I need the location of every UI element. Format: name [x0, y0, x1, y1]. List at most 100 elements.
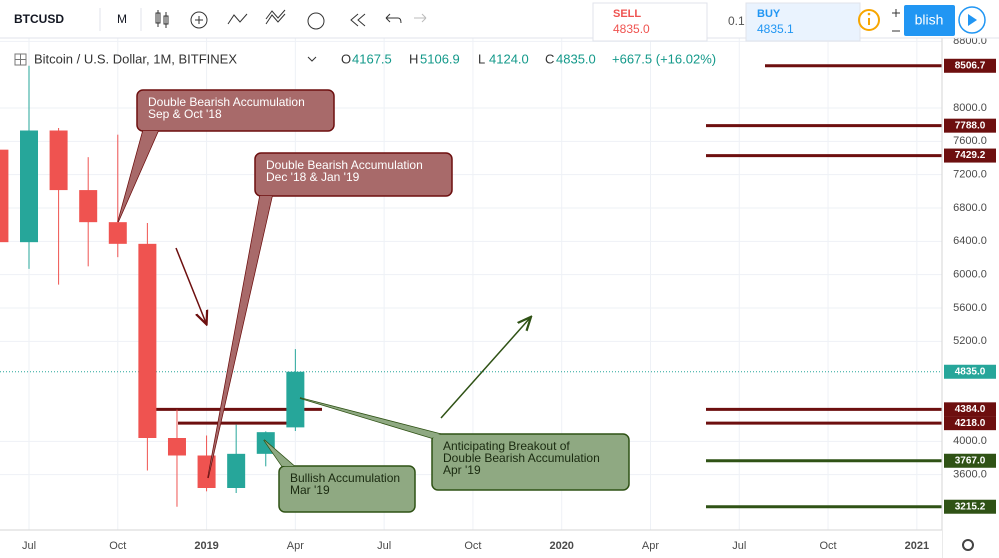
replay-icon[interactable]	[350, 13, 366, 27]
x-tick-label: Jul	[732, 540, 746, 552]
interval[interactable]: M	[117, 12, 127, 26]
chevron[interactable]	[307, 56, 317, 62]
legend-icon[interactable]	[14, 53, 27, 66]
candle-body	[167, 438, 186, 456]
y-tick-label: 5200.0	[953, 335, 987, 347]
info-icon[interactable]	[858, 9, 880, 31]
qty-buttons[interactable]	[892, 9, 900, 32]
level-label-bg	[944, 416, 996, 431]
candle-body	[227, 453, 246, 488]
levels	[0, 64, 942, 509]
sell-box[interactable]	[592, 2, 708, 42]
play-button[interactable]	[958, 6, 986, 34]
ohlc-change: +667.5 (+16.02%)	[612, 51, 716, 66]
callout-text: Bullish Accumulation	[290, 471, 400, 485]
level-label-bg	[944, 499, 996, 514]
candle-body	[197, 455, 216, 488]
callout-text: Sep & Oct '18	[148, 107, 222, 121]
ohlc-key: O	[341, 51, 351, 66]
candle-body	[138, 243, 157, 438]
info-icon	[867, 12, 871, 16]
y-tick-label: 3600.0	[953, 469, 987, 481]
ohlc-legend: O 4167.5 H 5106.9 L 4124.0 C 4835.0 +667.5 (+16.…	[341, 51, 716, 66]
x-tick-label: 2020	[549, 540, 573, 552]
level-label: 3767.0	[955, 455, 986, 466]
callout-text: Anticipating Breakout of	[443, 439, 570, 453]
level-label: 4218.0	[955, 418, 986, 429]
level-label-bg	[944, 58, 996, 73]
candle-body	[79, 190, 98, 223]
callout-joint	[118, 131, 158, 222]
last-price-label: 4835.0	[955, 366, 986, 377]
publish-label: blish	[915, 12, 944, 28]
ohlc-key: H	[409, 51, 418, 66]
candles	[0, 65, 305, 507]
ohlc-key: C	[545, 51, 554, 66]
compare-icon[interactable]	[227, 13, 248, 25]
x-tick-label: Oct	[109, 540, 126, 552]
y-tick-label: 5600.0	[953, 302, 987, 314]
arrow	[440, 318, 530, 419]
time-axis	[0, 530, 942, 558]
arrow	[175, 247, 206, 323]
level-label: 3215.2	[955, 501, 986, 512]
y-tick-label: 6800.0	[953, 202, 987, 214]
x-tick-label: Apr	[287, 540, 304, 552]
play-icon	[968, 14, 977, 26]
ohlc-value: 5106.9	[420, 51, 460, 66]
x-tick-label: Jul	[377, 540, 391, 552]
x-tick-label: 2021	[905, 540, 929, 552]
y-tick-label: 4000.0	[953, 435, 987, 447]
symbol[interactable]: BTCUSD	[14, 12, 64, 26]
x-tick-label: Oct	[464, 540, 481, 552]
callout-box	[254, 152, 453, 197]
y-tick-label: 6000.0	[953, 269, 987, 281]
chart-type-icon[interactable]	[155, 10, 169, 28]
candle-body	[286, 371, 305, 428]
level-label-bg	[944, 453, 996, 468]
level-label: 4384.0	[955, 404, 986, 415]
alert-icon[interactable]	[307, 12, 325, 30]
callout-joint	[264, 440, 294, 466]
ohlc-value: 4835.0	[556, 51, 596, 66]
candle-body	[0, 149, 9, 243]
callout-text: Mar '19	[290, 483, 330, 497]
callout-text: Apr '19	[443, 463, 481, 477]
y-tick-label: 7200.0	[953, 169, 987, 181]
level-label-bg	[944, 402, 996, 417]
candle-body	[49, 130, 68, 191]
y-tick-label: 7600.0	[953, 135, 987, 147]
axis-labels: 3600.0 4000.0 5200.0 5600.0 6000.0 6400.0 6800…	[22, 35, 996, 552]
sell-label: SELL	[613, 8, 641, 20]
callout-text: Double Bearish Accumulation	[148, 95, 305, 109]
buy-box[interactable]	[745, 2, 861, 42]
callout-text: Double Bearish Accumulation	[266, 158, 423, 172]
ohlc-value: 4124.0	[489, 51, 529, 66]
candle-body	[20, 130, 39, 243]
buy-price: 4835.1	[757, 22, 794, 36]
level-label-bg	[944, 118, 996, 133]
sell-price: 4835.0	[613, 22, 650, 36]
buy-label: BUY	[757, 8, 781, 20]
ohlc-value: 4167.5	[352, 51, 392, 66]
candle-body	[108, 222, 127, 244]
callout-box	[136, 89, 335, 132]
level-label: 7429.2	[955, 150, 986, 161]
settings-icon[interactable]	[962, 539, 974, 551]
spread: 0.1	[728, 14, 745, 28]
y-tick-label: 6400.0	[953, 235, 987, 247]
last-price-label-bg	[944, 364, 996, 379]
x-tick-label: Apr	[642, 540, 659, 552]
publish-button[interactable]	[904, 5, 955, 36]
callout-text: Dec '18 & Jan '19	[266, 170, 360, 184]
level-label: 7788.0	[955, 120, 986, 131]
indicator-icon[interactable]	[190, 11, 208, 29]
x-tick-label: 2019	[194, 540, 218, 552]
redo-icon[interactable]	[414, 13, 427, 23]
template-icon[interactable]	[265, 9, 286, 25]
y-tick-label: 8000.0	[953, 102, 987, 114]
undo-icon[interactable]	[385, 13, 402, 24]
callout-joint	[208, 196, 272, 478]
x-tick-label: Oct	[819, 540, 836, 552]
